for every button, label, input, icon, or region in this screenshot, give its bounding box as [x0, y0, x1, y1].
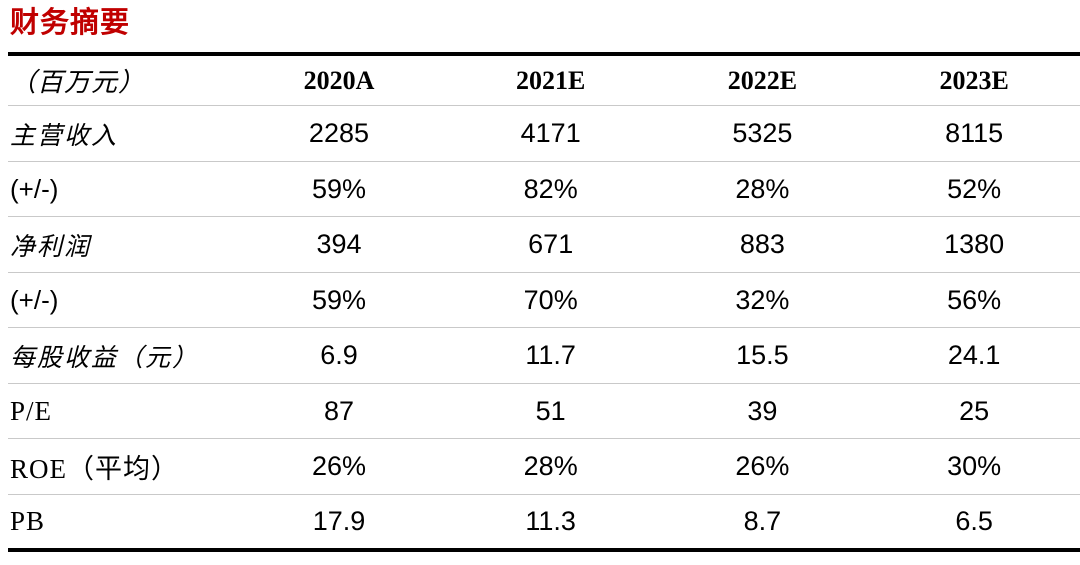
row-label: 主营收入: [10, 122, 119, 150]
table-row-pe: P/E 87 51 39 25: [8, 383, 1080, 439]
cell-value: 30%: [947, 451, 1002, 482]
cell-value: 39: [747, 395, 778, 426]
cell-value: 5325: [732, 118, 793, 149]
cell-value: 11.3: [525, 505, 576, 536]
cell-value: 15.5: [736, 340, 789, 371]
cell-value: 8.7: [743, 505, 782, 536]
table-header-row: （百万元） 2020A 2021E 2022E 2023E: [8, 54, 1080, 106]
cell-value: 26%: [311, 451, 366, 482]
cell-value: 82%: [523, 173, 578, 204]
cell-value: 8115: [945, 118, 1004, 149]
row-label: 净利润: [10, 233, 92, 261]
cell-value: 26%: [735, 451, 790, 482]
cell-value: 6.9: [320, 340, 358, 371]
table-row-pb: PB 17.9 11.3 8.7 6.5: [8, 494, 1080, 550]
row-label: (+/-): [10, 173, 59, 204]
cell-value: 59%: [311, 173, 366, 204]
year-header-2022e: 2022E: [727, 65, 798, 95]
row-label: PB: [10, 505, 46, 536]
cell-value: 394: [316, 229, 362, 260]
year-header-2023e: 2023E: [939, 65, 1009, 95]
cell-value: 70%: [523, 284, 578, 315]
year-header-2020a: 2020A: [303, 65, 375, 95]
year-header-2021e: 2021E: [516, 65, 586, 95]
unit-header: （百万元）: [10, 68, 146, 98]
table-row-revenue-growth: (+/-) 59% 82% 28% 52%: [8, 161, 1080, 217]
cell-value: 87: [323, 395, 354, 426]
cell-value: 56%: [947, 284, 1002, 315]
table-row-revenue: 主营收入 2285 4171 5325 8115: [8, 106, 1080, 162]
cell-value: 24.1: [947, 340, 1001, 371]
cell-value: 32%: [735, 284, 790, 315]
row-label: 每股收益（元）: [10, 344, 200, 372]
cell-value: 17.9: [312, 505, 366, 536]
cell-value: 2285: [308, 118, 369, 149]
cell-value: 1380: [944, 229, 1005, 260]
row-label: (+/-): [10, 284, 59, 315]
table-row-roe: ROE（平均） 26% 28% 26% 30%: [8, 439, 1080, 495]
cell-value: 25: [959, 395, 990, 426]
cell-value: 52%: [947, 173, 1002, 204]
cell-value: 28%: [735, 173, 790, 204]
financial-summary-table: （百万元） 2020A 2021E 2022E 2023E 主营收入 2285 …: [8, 51, 1080, 552]
table-row-net-profit-growth: (+/-) 59% 70% 32% 56%: [8, 272, 1080, 328]
cell-value: 671: [528, 229, 574, 260]
cell-value: 4171: [520, 118, 581, 149]
row-label: ROE（平均）: [10, 454, 179, 485]
table-row-net-profit: 净利润 394 671 883 1380: [8, 217, 1080, 273]
cell-value: 6.5: [955, 505, 993, 536]
page-title: 财务摘要: [10, 7, 131, 39]
cell-value: 883: [739, 229, 785, 260]
row-label: P/E: [10, 395, 53, 426]
table-row-eps: 每股收益（元） 6.9 11.7 15.5 24.1: [8, 328, 1080, 384]
cell-value: 28%: [523, 451, 578, 482]
cell-value: 51: [535, 395, 566, 426]
cell-value: 11.7: [525, 340, 576, 371]
cell-value: 59%: [311, 284, 366, 315]
